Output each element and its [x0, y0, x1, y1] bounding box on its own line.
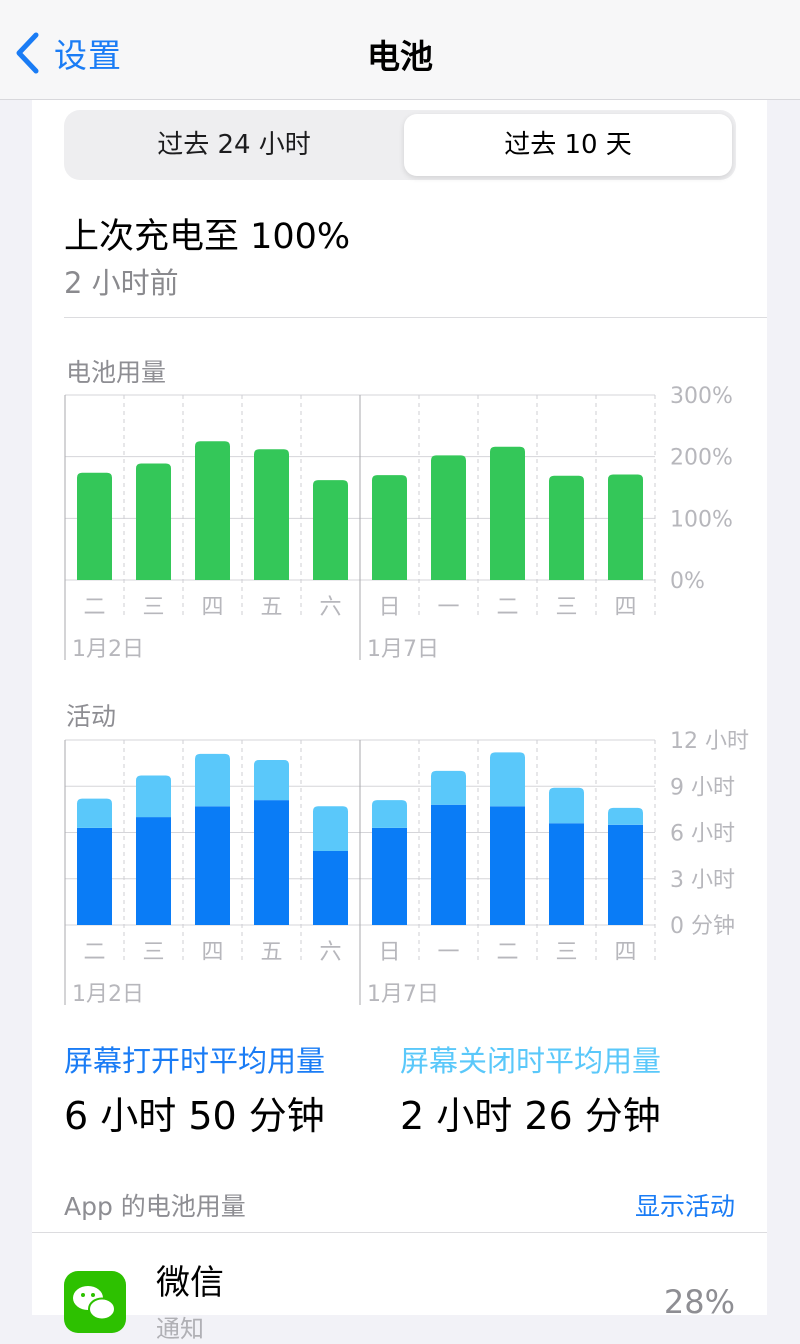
screen-off-average-label: 屏幕关闭时平均用量 [400, 1044, 662, 1078]
day-label: 日 [378, 595, 400, 620]
app-row-wechat[interactable]: 微信 通知 28% [32, 1233, 767, 1343]
bar [136, 817, 171, 925]
battery-card: 过去 24 小时 过去 10 天 上次充电至 100% 2 小时前 电池用量 3… [32, 100, 767, 1343]
day-label: 六 [319, 595, 341, 620]
bar [490, 446, 525, 580]
bar [372, 800, 407, 828]
last-charge-title: 上次充电至 100% [64, 217, 351, 257]
activity-chart: 12 小时 9 小时 6 小时 3 小时 0 分钟二 三 四 五 六 日 一 二 三 四 1月2日 1月7日 [64, 729, 749, 1007]
y-tick-label: 6 小时 [670, 822, 735, 847]
battery-level-chart: 300% 200% 100% 0% 二 三 四 五 六 日 一 二 三 四 1月2日 1月7日 [64, 384, 733, 662]
y-tick-label: 300% [670, 384, 733, 409]
app-battery-usage-header: App 的电池用量 [64, 1192, 246, 1221]
bar [254, 760, 289, 801]
bar [549, 787, 584, 824]
bar [195, 441, 230, 580]
y-tick-label: 0 分钟 [670, 914, 735, 939]
day-label: 三 [555, 595, 577, 620]
day-label: 五 [260, 595, 282, 620]
bar [490, 752, 525, 807]
bar [254, 800, 289, 925]
day-label: 一 [437, 940, 459, 965]
bar [254, 449, 289, 580]
battery-usage-label: 电池用量 [66, 358, 167, 387]
bar [136, 463, 171, 580]
bar [431, 770, 466, 805]
bar [77, 827, 112, 925]
day-label: 三 [555, 940, 577, 965]
bar [313, 851, 348, 925]
back-label: 设置 [54, 36, 122, 75]
y-tick-label: 100% [670, 507, 733, 532]
page-title: 电池 [367, 37, 433, 76]
bar [549, 475, 584, 580]
bar [372, 475, 407, 580]
bar [490, 806, 525, 925]
bar [195, 753, 230, 807]
bar [313, 806, 348, 851]
divider [32, 1232, 767, 1233]
back-button[interactable]: 设置 [14, 28, 122, 78]
day-label: 二 [83, 595, 105, 620]
bar [431, 804, 466, 925]
chevron-left-icon [16, 32, 39, 74]
app-name: 微信 [156, 1263, 224, 1303]
day-label: 二 [496, 940, 518, 965]
bar [136, 775, 171, 818]
time-range-segmented-control: 过去 24 小时 过去 10 天 [64, 110, 736, 180]
date-label: 1月7日 [367, 982, 439, 1007]
activity-label: 活动 [66, 702, 117, 731]
app-battery-percent: 28% [663, 1283, 735, 1321]
wechat-app-icon [64, 1271, 126, 1333]
bar [372, 827, 407, 925]
day-label: 日 [378, 940, 400, 965]
y-tick-label: 0% [670, 569, 705, 594]
day-label: 二 [496, 595, 518, 620]
y-tick-label: 200% [670, 446, 733, 471]
y-tick-label: 9 小时 [670, 775, 735, 800]
bar [195, 806, 230, 925]
date-label: 1月2日 [72, 982, 144, 1007]
screen-off-average-value: 2 小时 26 分钟 [400, 1094, 661, 1138]
date-label: 1月2日 [72, 637, 144, 662]
last-charge-time: 2 小时前 [64, 266, 179, 300]
navigation-bar: 设置 电池 [0, 0, 800, 100]
bar [77, 472, 112, 580]
bar [549, 823, 584, 925]
bar [608, 474, 643, 580]
bar [431, 455, 466, 580]
y-tick-label: 3 小时 [670, 868, 735, 893]
bar [608, 824, 643, 925]
segment-last-10-days[interactable]: 过去 10 天 [404, 114, 732, 176]
day-label: 四 [614, 940, 636, 965]
show-activity-button[interactable]: 显示活动 [634, 1192, 735, 1221]
day-label: 五 [260, 940, 282, 965]
bar [313, 480, 348, 580]
app-subtitle: 通知 [156, 1315, 204, 1343]
day-label: 六 [319, 940, 341, 965]
day-label: 四 [201, 595, 223, 620]
screen-on-average-value: 6 小时 50 分钟 [64, 1094, 325, 1138]
day-label: 二 [83, 940, 105, 965]
date-label: 1月7日 [367, 637, 439, 662]
day-label: 三 [142, 595, 164, 620]
bar [77, 798, 112, 828]
day-label: 三 [142, 940, 164, 965]
y-tick-label: 12 小时 [670, 729, 749, 754]
screen-on-average-label: 屏幕打开时平均用量 [64, 1044, 326, 1078]
day-label: 四 [201, 940, 223, 965]
day-label: 一 [437, 595, 459, 620]
bar [608, 807, 643, 825]
segment-last-24-hours[interactable]: 过去 24 小时 [157, 130, 311, 160]
divider [64, 317, 767, 318]
day-label: 四 [614, 595, 636, 620]
